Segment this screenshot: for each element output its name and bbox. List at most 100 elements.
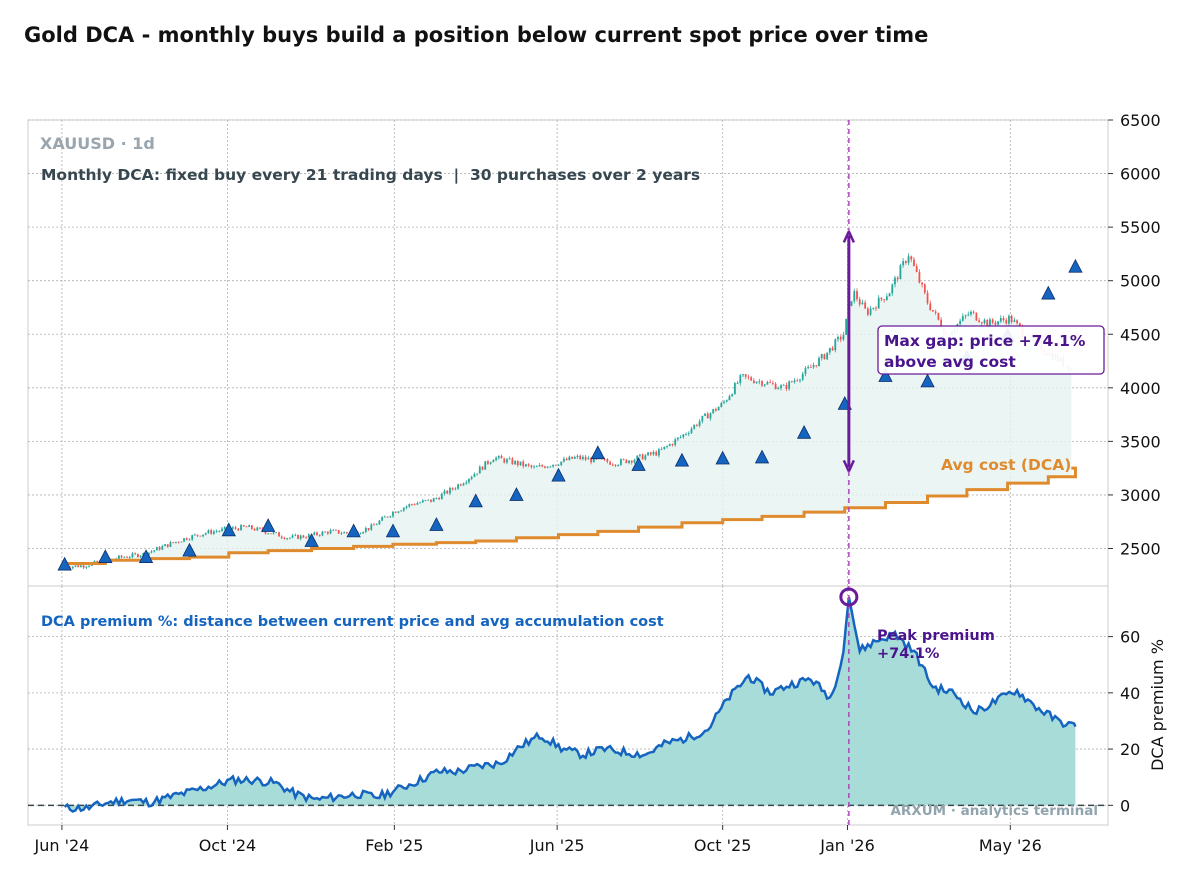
price-candle [744, 373, 747, 380]
price-candle [885, 293, 888, 301]
price-candle [660, 446, 663, 450]
price-candle [527, 463, 530, 468]
price-candle [508, 456, 511, 460]
price-candle [392, 510, 394, 518]
price-candle [484, 461, 487, 470]
price-candle [804, 365, 807, 377]
price-candle [617, 464, 620, 467]
price-y-tick-label: 4000 [1120, 379, 1161, 398]
price-candle [639, 454, 641, 458]
price-candle [316, 531, 318, 536]
x-tick-label: Jan '26 [819, 836, 875, 855]
price-candle [248, 524, 251, 527]
price-candle [541, 464, 544, 468]
price-candle [530, 464, 533, 469]
price-candle [858, 296, 861, 307]
price-candle [666, 445, 668, 449]
price-candle [975, 312, 978, 322]
dca-buy-marker [346, 523, 361, 538]
max-gap-arrow [842, 230, 855, 472]
price-candle [554, 464, 557, 466]
price-candle [842, 332, 845, 342]
price-candle [427, 499, 430, 501]
price-candle [430, 499, 432, 503]
price-candle [519, 461, 522, 466]
price-candle [850, 301, 853, 307]
price-candle [172, 542, 175, 544]
price-candle [234, 525, 237, 530]
dca-buy-marker [221, 522, 236, 537]
price-candle [671, 443, 674, 447]
dca-buy-marker [57, 556, 72, 571]
price-candle [706, 411, 709, 419]
price-candle [723, 399, 725, 405]
price-candle [522, 459, 525, 469]
dca-buy-marker [920, 373, 935, 388]
price-candle [161, 544, 164, 551]
price-candle [340, 531, 343, 535]
price-candle [907, 253, 910, 266]
price-candle [183, 538, 185, 543]
price-candle [71, 566, 74, 570]
max-gap-label-line1: Max gap: price +74.1% [884, 332, 1086, 350]
price-candle [440, 492, 443, 500]
price-candle [180, 541, 183, 543]
dca-buy-marker [429, 517, 444, 531]
price-candle [579, 454, 582, 461]
price-candle [714, 407, 717, 412]
price-candle [972, 310, 975, 315]
price-candle [533, 464, 535, 469]
price-candle [652, 450, 655, 456]
max-gap-box [877, 325, 1105, 375]
price-candle [788, 380, 791, 391]
price-candle [679, 435, 682, 439]
price-candle [402, 507, 405, 512]
price-candle [134, 552, 137, 555]
price-candle [275, 532, 278, 534]
peak-label-line1: Peak premium [877, 628, 995, 644]
price-panel: 2500 3000 3500 4000 4500 5000 5500 6000 6500 XAU… [27, 111, 1161, 587]
price-candle [535, 465, 538, 468]
price-candle [877, 295, 880, 309]
price-candle [910, 255, 913, 263]
price-candle [280, 535, 283, 540]
price-candle [747, 374, 750, 380]
price-candle [937, 312, 940, 321]
price-candle [253, 527, 256, 531]
price-candle [286, 537, 289, 541]
price-candle [755, 381, 758, 384]
price-candle [164, 543, 166, 547]
price-candle [242, 524, 245, 527]
price-candle [383, 515, 386, 518]
premium-y-tick-label: 20 [1120, 740, 1140, 759]
price-candle [736, 381, 739, 384]
price-candle [902, 258, 905, 268]
price-y-tick-label: 2500 [1120, 540, 1161, 559]
price-candle [701, 415, 704, 424]
price-candle [709, 412, 712, 421]
price-fill-area [64, 256, 1072, 569]
price-candle [245, 525, 248, 528]
price-candle [763, 384, 766, 387]
price-candle [818, 356, 820, 367]
price-candle [492, 459, 495, 463]
price-candle [250, 525, 253, 531]
dca-buy-marker [590, 445, 606, 460]
price-candle [1016, 319, 1018, 326]
price-candle [413, 503, 416, 506]
price-candle [544, 465, 546, 469]
price-candle [774, 382, 777, 390]
price-candle [717, 406, 720, 411]
price-candle [826, 352, 829, 361]
x-tick-label: Feb '25 [365, 836, 423, 855]
price-candle [468, 478, 470, 485]
price-candle [695, 423, 698, 427]
price-candle [1002, 315, 1005, 323]
price-candle [215, 529, 218, 533]
price-candle [457, 483, 460, 490]
price-candle [332, 529, 335, 531]
price-candle [487, 459, 489, 466]
price-candle [459, 483, 462, 487]
price-candle [720, 401, 723, 408]
dca-buy-marker [1068, 258, 1083, 273]
